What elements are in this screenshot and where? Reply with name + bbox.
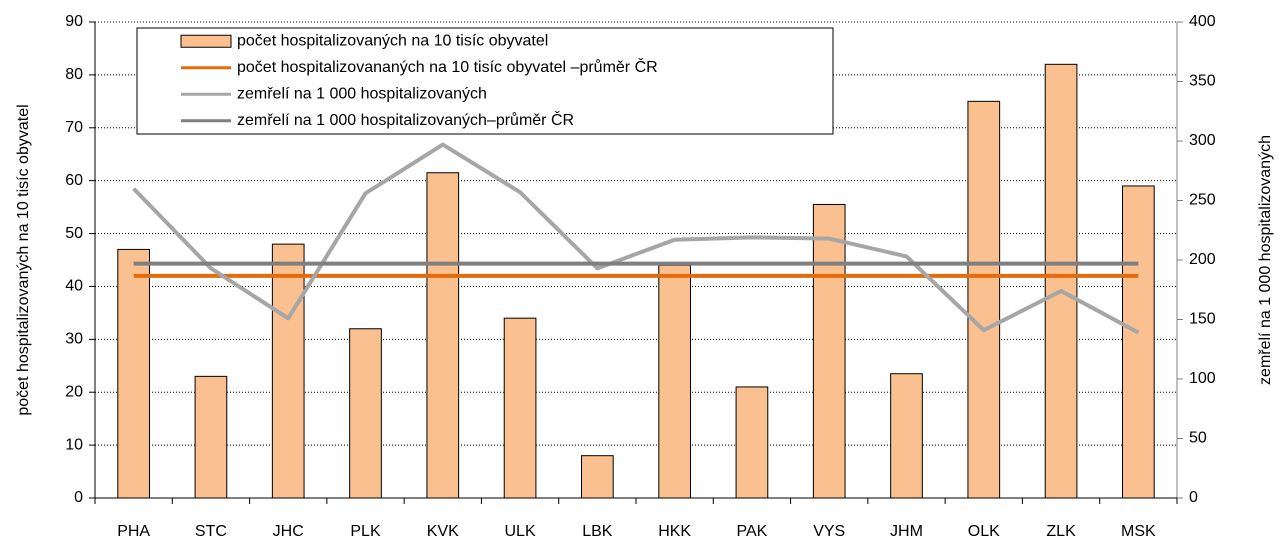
x-tick-label: LBK <box>582 523 613 540</box>
bar <box>271 243 305 499</box>
x-tick-label: PAK <box>737 523 768 540</box>
bar <box>581 455 614 499</box>
y-tick-label: 30 <box>65 331 83 348</box>
x-tick-label: ZLK <box>1046 523 1076 540</box>
y-tick-label: 40 <box>65 278 83 295</box>
x-tick-label: MSK <box>1121 523 1156 540</box>
y-tick-label: 90 <box>65 13 83 30</box>
x-tick-label: PHA <box>117 523 150 540</box>
legend-label: počet hospitalizovananých na 10 tisíc ob… <box>237 57 658 76</box>
y2-tick-label: 0 <box>1189 489 1198 506</box>
x-tick-label: KVK <box>427 523 459 540</box>
bar <box>1122 185 1155 499</box>
x-tick-label: HKK <box>658 523 691 540</box>
y-tick-label: 60 <box>65 172 83 189</box>
x-tick-label: JHM <box>890 523 923 540</box>
x-tick-label: STC <box>195 523 227 540</box>
bar <box>735 386 769 499</box>
y2-axis-label: zemřelí na 1 000 hospitalizovaných <box>1257 135 1274 385</box>
x-tick-label: PLK <box>350 523 381 540</box>
y-axis-label: počet hospitalizovaných na 10 tisíc obyv… <box>15 104 32 415</box>
legend-label: počet hospitalizovaných na 10 tisíc obyv… <box>237 32 548 49</box>
y2-tick-label: 250 <box>1189 192 1216 209</box>
legend-label: zemřelí na 1 000 hospitalizovaných–průmě… <box>237 110 574 129</box>
y2-tick-label: 200 <box>1189 251 1216 268</box>
legend-label: zemřelí na 1 000 hospitalizovaných <box>237 85 487 102</box>
bar <box>194 375 228 499</box>
y2-tick-label: 100 <box>1189 370 1216 387</box>
y-tick-label: 70 <box>65 119 83 136</box>
bar <box>503 317 537 499</box>
bar <box>890 373 923 499</box>
bar <box>967 100 1001 499</box>
bar <box>349 328 382 499</box>
x-tick-label: ULK <box>505 523 536 540</box>
bar <box>117 248 150 499</box>
y2-tick-label: 300 <box>1189 132 1216 149</box>
y-tick-label: 50 <box>65 225 83 242</box>
y2-tick-label: 350 <box>1189 73 1216 90</box>
bar <box>426 172 460 499</box>
x-tick-label: VYS <box>813 523 845 540</box>
bar <box>658 264 691 499</box>
bar <box>1044 63 1078 499</box>
y-tick-label: 10 <box>65 436 83 453</box>
legend-box <box>136 27 834 135</box>
x-tick-label: OLK <box>968 523 1000 540</box>
y-tick-label: 0 <box>74 489 83 506</box>
y2-tick-label: 150 <box>1189 311 1216 328</box>
line <box>132 142 1140 335</box>
bar <box>812 203 846 499</box>
y2-tick-label: 50 <box>1189 430 1207 447</box>
x-tick-label: JHC <box>273 523 304 540</box>
y2-tick-label: 400 <box>1189 13 1216 30</box>
legend-swatch <box>180 34 232 48</box>
y-tick-label: 20 <box>65 383 83 400</box>
y-tick-label: 80 <box>65 66 83 83</box>
